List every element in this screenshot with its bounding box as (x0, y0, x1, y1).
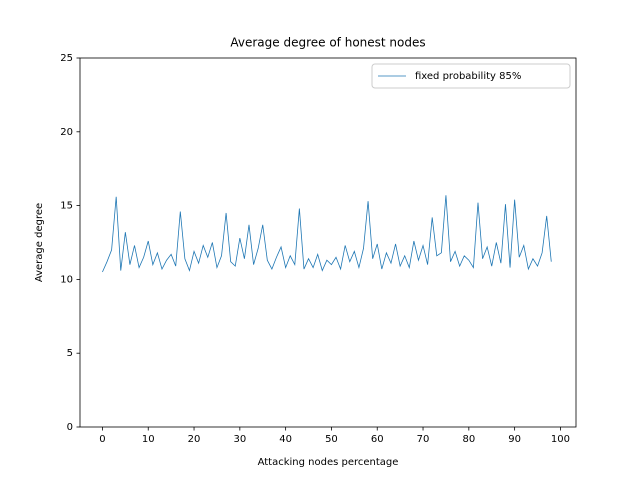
x-tick-label: 60 (371, 434, 384, 445)
y-tick-label: 10 (60, 274, 73, 285)
chart-title: Average degree of honest nodes (230, 36, 425, 50)
x-tick-label: 100 (551, 434, 570, 445)
line-series (102, 195, 552, 273)
x-tick-label: 20 (188, 434, 201, 445)
x-tick-label: 0 (99, 434, 105, 445)
legend-label: fixed probability 85% (415, 71, 521, 82)
x-axis-label: Attacking nodes percentage (258, 457, 399, 468)
y-tick-label: 15 (60, 201, 73, 212)
x-tick-label: 30 (233, 434, 246, 445)
x-tick-label: 50 (325, 434, 338, 445)
x-tick-label: 70 (417, 434, 430, 445)
y-tick-label: 5 (67, 348, 73, 359)
y-tick-label: 20 (60, 127, 73, 138)
legend-box (371, 63, 571, 89)
y-axis-label: Average degree (34, 203, 45, 282)
y-tick-label: 25 (60, 53, 73, 64)
x-tick-label: 10 (142, 434, 155, 445)
x-tick-label: 40 (279, 434, 292, 445)
x-tick-label: 80 (462, 434, 475, 445)
x-tick-label: 90 (508, 434, 521, 445)
y-tick-label: 0 (67, 422, 73, 433)
plot-frame (79, 57, 577, 428)
